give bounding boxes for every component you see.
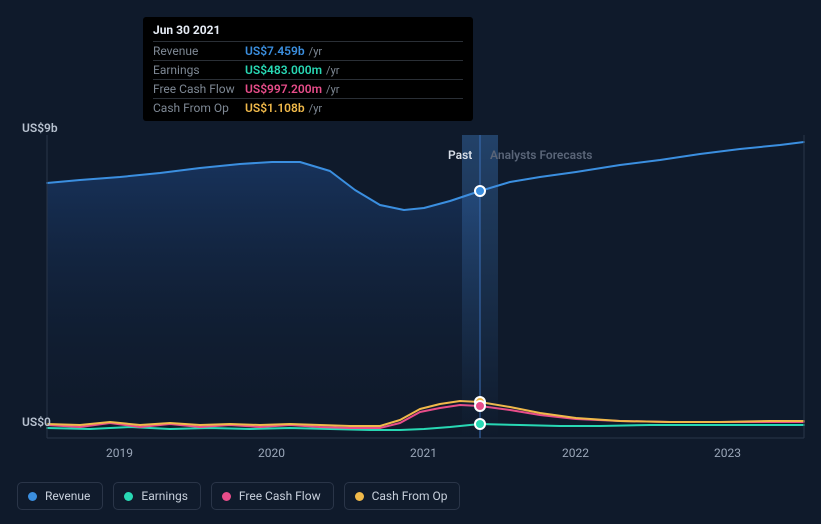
tooltip-value: US$997.200m [245, 82, 322, 96]
past-zone-label: Past [448, 148, 472, 162]
tooltip-value: US$483.000m [245, 63, 322, 77]
y-axis-min-label: US$0 [22, 415, 51, 429]
legend-item[interactable]: Earnings [113, 482, 201, 510]
tooltip-row: Cash From OpUS$1.108b/yr [153, 98, 463, 117]
tooltip-date: Jun 30 2021 [153, 23, 463, 41]
chart-legend: Revenue Earnings Free Cash Flow Cash From O… [17, 482, 460, 510]
legend-dot-icon [124, 492, 133, 501]
tooltip-metric: Earnings [153, 63, 245, 77]
tooltip-row: EarningsUS$483.000m/yr [153, 60, 463, 79]
tooltip-value: US$7.459b [245, 44, 305, 58]
tooltip-metric: Revenue [153, 44, 245, 58]
y-axis-max-label: US$9b [22, 121, 58, 135]
x-axis-tick: 2023 [714, 446, 741, 460]
financials-chart: US$9b US$0 2019 2020 2021 2022 2023 Past Ana… [0, 0, 821, 524]
chart-tooltip: Jun 30 2021 RevenueUS$7.459b/yrEarningsU… [143, 17, 473, 121]
legend-label: Cash From Op [372, 489, 448, 503]
forecast-zone-label: Analysts Forecasts [490, 148, 592, 162]
tooltip-value: US$1.108b [245, 101, 305, 115]
x-axis-tick: 2019 [106, 446, 133, 460]
legend-label: Earnings [141, 489, 188, 503]
x-axis-tick: 2021 [410, 446, 437, 460]
legend-item[interactable]: Free Cash Flow [211, 482, 334, 510]
legend-dot-icon [222, 492, 231, 501]
legend-label: Revenue [45, 489, 90, 503]
tooltip-metric: Cash From Op [153, 101, 245, 115]
tooltip-row: Free Cash FlowUS$997.200m/yr [153, 79, 463, 98]
legend-item[interactable]: Cash From Op [344, 482, 461, 510]
legend-item[interactable]: Revenue [17, 482, 103, 510]
legend-dot-icon [28, 492, 37, 501]
x-axis-tick: 2020 [258, 446, 285, 460]
tooltip-row: RevenueUS$7.459b/yr [153, 41, 463, 60]
tooltip-metric: Free Cash Flow [153, 82, 245, 96]
legend-label: Free Cash Flow [239, 489, 321, 503]
tooltip-unit: /yr [309, 102, 322, 115]
x-axis-tick: 2022 [562, 446, 589, 460]
tooltip-unit: /yr [326, 83, 339, 96]
tooltip-unit: /yr [326, 64, 339, 77]
legend-dot-icon [355, 492, 364, 501]
tooltip-unit: /yr [309, 45, 322, 58]
